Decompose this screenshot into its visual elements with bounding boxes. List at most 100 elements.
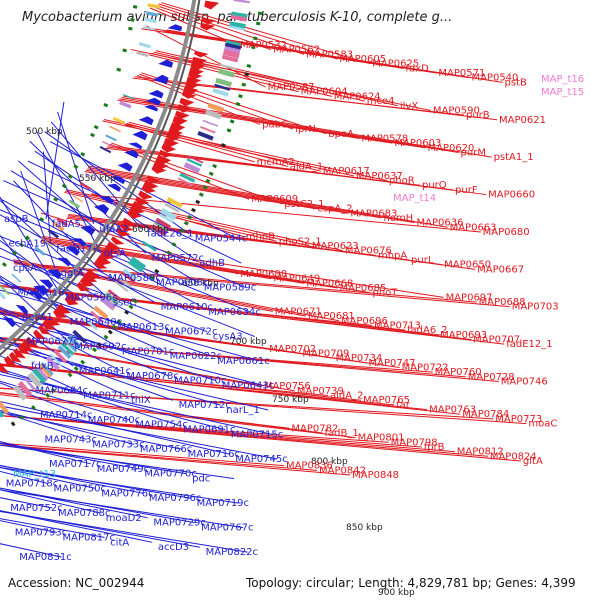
leader-line — [0, 239, 112, 323]
gene-label: MAP0717c — [49, 459, 101, 470]
reverse-gene-arrow — [158, 59, 174, 68]
feature-block — [230, 14, 248, 22]
gene-label: MAP0677c — [27, 336, 79, 347]
gene-label: MAP0650 — [444, 260, 491, 271]
gene-label: MAP0691c — [183, 425, 235, 436]
reverse-strand-track — [2, 24, 183, 328]
gene-label: MAP0578 — [361, 133, 408, 144]
gene-label: MAP0621 — [499, 115, 546, 126]
gene-label: moaD2 — [106, 513, 142, 524]
gene-label: MAP0572c — [152, 253, 204, 264]
forward-gene-arrow — [64, 295, 79, 306]
kbp-label: 750 kbp — [272, 395, 309, 405]
gene-label: MAP0752c — [10, 503, 62, 514]
gene-label: MAP0709 — [302, 348, 349, 359]
leader-line — [0, 394, 356, 439]
feature-tick — [116, 319, 122, 325]
feature-tick — [179, 228, 185, 233]
gene-label: aldA_2 — [330, 391, 363, 402]
forward-gene-arrow — [204, 0, 220, 10]
gene-label: MAP0681 — [308, 311, 355, 322]
inner-feature-tick — [80, 151, 86, 157]
gene-label: MAP0743c — [45, 434, 97, 445]
gene-label: pstB — [505, 77, 527, 88]
leader-line — [0, 442, 285, 467]
gene-label: MAP0754c — [135, 420, 187, 431]
gene-label: MAP0722 — [402, 363, 449, 374]
leader-line — [141, 72, 327, 135]
feature-block — [188, 155, 204, 164]
reverse-gene-arrow — [138, 116, 154, 126]
leader-line — [0, 466, 96, 489]
feature-tick — [154, 268, 160, 274]
feature-tick — [229, 119, 235, 124]
feature-tick — [149, 275, 155, 281]
gene-label: mce4 — [367, 96, 395, 107]
gene-label: phoR — [389, 176, 415, 187]
gene-label: pstC2_1 — [284, 199, 324, 210]
gene-label: pstA1_1 — [494, 152, 534, 163]
feature-block — [17, 381, 32, 397]
leader-line — [0, 346, 269, 411]
feature-tick — [202, 185, 208, 190]
leader-line — [0, 373, 273, 436]
accession-text: Accession: NC_002944 — [8, 576, 145, 590]
leader-line — [0, 415, 389, 443]
gene-label: MAP0734 — [335, 353, 382, 364]
gene-label: hemH — [383, 213, 413, 224]
forward-gene-arrow — [200, 22, 215, 31]
gene-label: MAP0842 — [319, 465, 366, 476]
leader-line — [146, 25, 266, 88]
gene-label: MAP0756 — [264, 381, 311, 392]
leader-line — [0, 444, 235, 480]
outer-feature-ticks — [10, 11, 263, 427]
gene-label: adhB — [199, 258, 225, 269]
feature-tick — [205, 178, 211, 184]
leader-line — [0, 363, 362, 401]
gene-label: MAP0610c — [161, 302, 213, 313]
leader-line — [14, 263, 510, 308]
gene-label: MAP0822c — [206, 547, 258, 558]
leader-line — [0, 306, 169, 377]
feature-block — [177, 177, 193, 187]
inner-feature-tick — [116, 67, 122, 72]
leader-line — [0, 510, 200, 548]
inner-feature-block — [109, 125, 121, 133]
leader-line — [0, 466, 239, 504]
gene-label: MAP0609 — [251, 194, 298, 205]
gene-label: MAP0643c — [222, 381, 274, 392]
gene-label: MAP0617 — [323, 166, 370, 177]
gene-label: MAP0562 — [273, 45, 320, 56]
forward-gene-arrow — [188, 72, 203, 80]
leader-line — [0, 414, 521, 462]
feature-block — [120, 271, 136, 284]
leader-line — [117, 99, 393, 144]
gene-label: MAP0836 — [286, 461, 333, 472]
leader-line — [0, 411, 87, 440]
inner-feature-block — [112, 116, 125, 125]
leader-line — [0, 411, 182, 450]
gene-label: ufaA2 — [99, 224, 128, 235]
forward-gene-arrow — [159, 149, 174, 158]
reverse-gene-arrow — [128, 142, 143, 150]
feature-tick — [257, 11, 263, 16]
leader-line — [0, 415, 422, 448]
gene-label: MAP0589c — [204, 283, 256, 294]
reverse-gene-arrow — [93, 204, 110, 215]
leader-line — [0, 311, 74, 367]
gene-label: purQ — [422, 180, 447, 191]
gene-label: purB — [466, 110, 490, 121]
forward-gene-arrow — [177, 104, 193, 113]
reverse-gene-arrow — [111, 176, 126, 185]
forward-gene-arrow — [33, 329, 47, 340]
kbp-label: 650 kbp — [182, 279, 219, 289]
gene-label: fadE26_1 — [147, 229, 193, 240]
leader-line — [0, 196, 60, 293]
inner-feature-block — [47, 229, 60, 239]
reverse-gene-arrow — [143, 105, 159, 112]
feature-tick — [244, 72, 250, 77]
gene-label: MAP0716c — [188, 449, 240, 460]
gene-label: MAP0661c — [217, 356, 269, 367]
feature-block — [166, 197, 183, 209]
feature-tick — [226, 128, 232, 133]
